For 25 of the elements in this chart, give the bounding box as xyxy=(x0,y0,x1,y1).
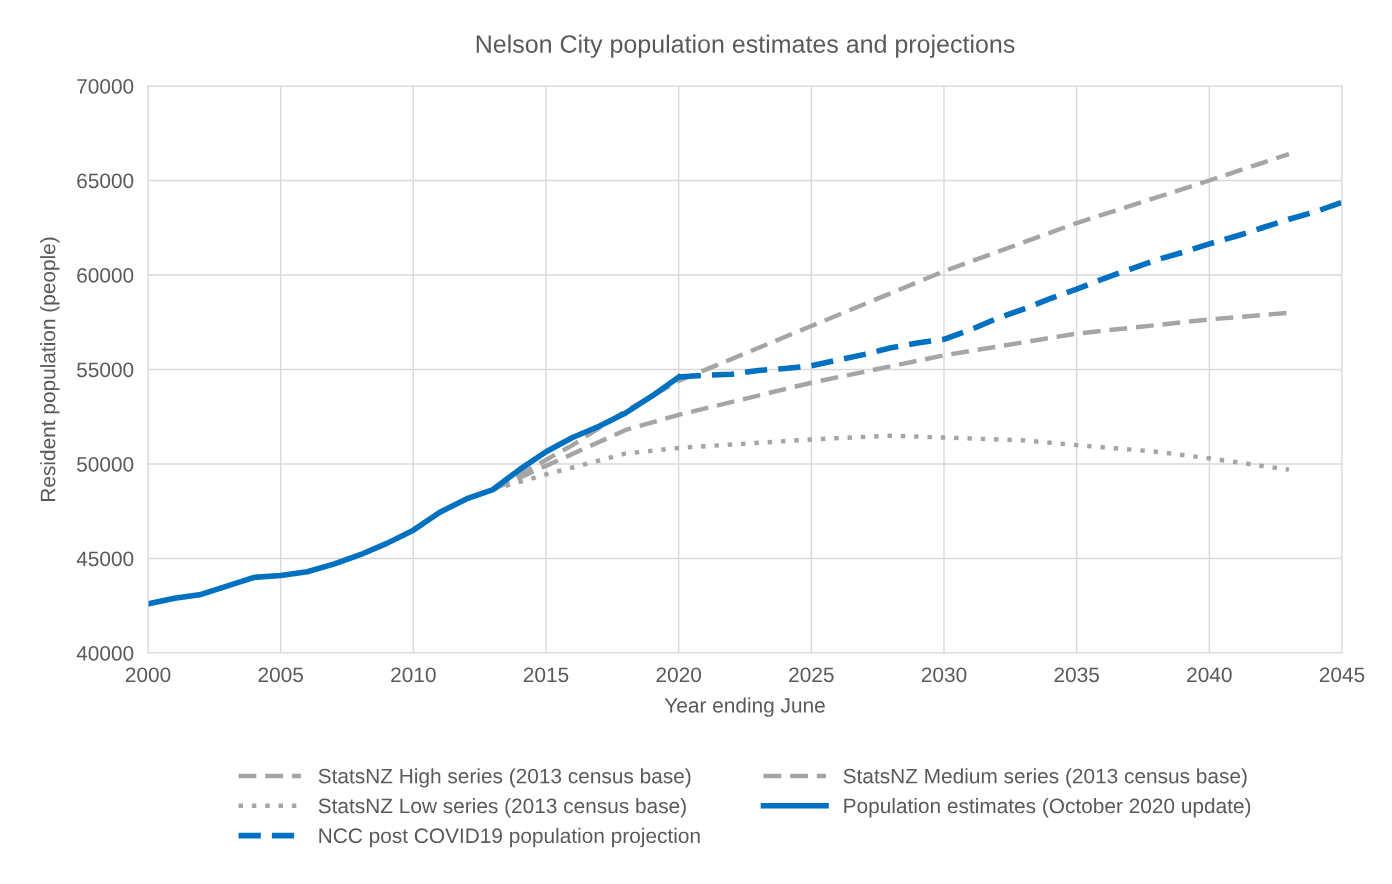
x-tick-label: 2045 xyxy=(1319,667,1365,683)
x-tick-label: 2020 xyxy=(656,667,702,683)
y-tick-label: 50000 xyxy=(77,457,134,472)
x-tick-label: 2025 xyxy=(789,667,834,683)
chart-title: Nelson City population estimates and projections xyxy=(476,34,1015,58)
x-tick-label: 2015 xyxy=(523,667,569,683)
legend-label: StatsNZ Medium series (2013 census base) xyxy=(843,768,1247,788)
y-tick-label: 45000 xyxy=(76,551,134,567)
y-axis-title: Resident population (people) xyxy=(40,237,60,501)
x-tick-label: 2040 xyxy=(1187,667,1232,683)
y-tick-label: 65000 xyxy=(77,173,134,189)
x-tick-label: 2010 xyxy=(391,667,436,683)
y-tick-label: 60000 xyxy=(77,268,134,283)
y-tick-label: 40000 xyxy=(76,646,134,661)
x-tick-label: 2035 xyxy=(1054,667,1099,683)
legend-label: StatsNZ High series (2013 census base) xyxy=(318,768,691,788)
x-tick-label: 2000 xyxy=(125,667,171,683)
legend-label: NCC post COVID19 population projection xyxy=(319,827,700,848)
legend-label: StatsNZ Low series (2013 census base) xyxy=(318,797,686,818)
y-tick-label: 55000 xyxy=(77,362,134,378)
x-axis-title: Year ending June xyxy=(664,697,825,717)
y-tick-label: 70000 xyxy=(77,79,134,94)
x-tick-label: 2030 xyxy=(921,667,967,683)
legend-label: Population estimates (October 2020 update) xyxy=(844,797,1251,818)
x-tick-label: 2005 xyxy=(258,667,303,683)
